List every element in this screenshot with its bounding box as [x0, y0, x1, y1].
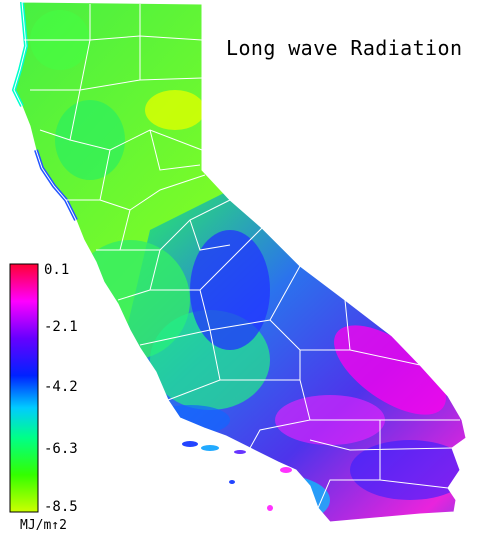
- legend-tick-label: -6.3: [44, 441, 78, 457]
- legend-tick-label: -2.1: [44, 319, 78, 335]
- legend-unit: MJ/m↑2: [20, 518, 67, 533]
- county-boundaries: [24, 4, 460, 509]
- channel-islands: [182, 441, 292, 511]
- legend-gradient: [9, 263, 39, 513]
- legend-tick-label: -8.5: [44, 499, 78, 515]
- legend-tick-label: 0.1: [44, 262, 70, 278]
- legend-tick-label: -4.2: [44, 379, 78, 395]
- map-title: Long wave Radiation: [226, 36, 463, 60]
